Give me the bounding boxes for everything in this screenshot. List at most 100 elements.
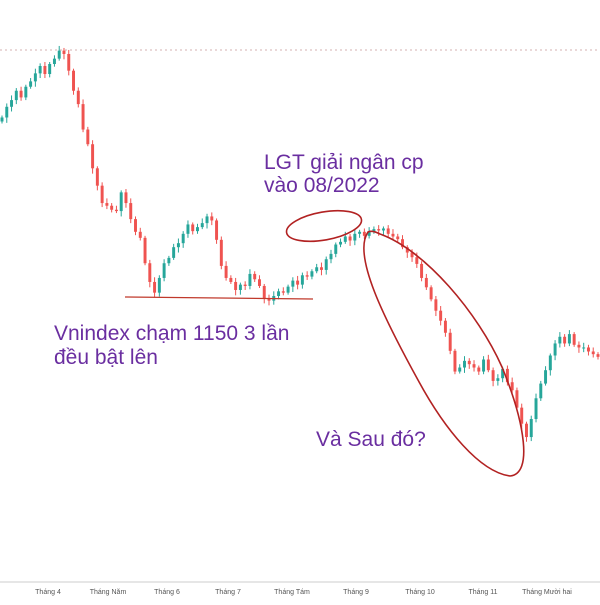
candle-body (305, 275, 309, 277)
candle-body (229, 277, 233, 282)
annotation-lgt-line2: vào 08/2022 (264, 174, 380, 197)
candle-body (586, 347, 590, 352)
candle-body (43, 66, 47, 75)
candle-body (52, 58, 56, 64)
candle-body (253, 273, 257, 280)
candle-body (191, 224, 195, 232)
candle-body (143, 237, 147, 264)
candle-body (62, 50, 66, 54)
candle-body (477, 367, 481, 372)
candle-body (29, 81, 33, 87)
candles-group (0, 45, 600, 442)
candle-body (110, 205, 114, 210)
candle-body (224, 265, 228, 278)
candle-body (329, 253, 333, 260)
candle-body (267, 298, 271, 301)
candle-body (186, 224, 190, 234)
candle-body (386, 228, 390, 234)
candle-body (215, 220, 219, 240)
candle-body (262, 285, 266, 298)
candle-body (453, 350, 457, 372)
candle-body (310, 271, 314, 277)
candle-body (525, 423, 528, 438)
candle-body (296, 280, 300, 285)
candle-body (134, 219, 137, 232)
candle-body (362, 231, 366, 236)
candle-body (434, 299, 438, 311)
candle-body (257, 279, 261, 286)
candle-body (510, 382, 514, 391)
candle-body (148, 263, 152, 282)
candle-body (243, 284, 247, 286)
candle-body (300, 275, 304, 285)
candle-body (463, 360, 466, 368)
candle-body (162, 263, 166, 278)
x-tick-label: Tháng 10 (405, 589, 435, 596)
candle-body (415, 257, 419, 264)
candle-body (95, 168, 99, 186)
candle-body (291, 280, 295, 287)
x-tick-label: Tháng Năm (90, 589, 127, 596)
candle-body (124, 192, 128, 204)
candle-body (472, 364, 476, 368)
candle-body (19, 90, 23, 98)
candle-body (172, 247, 176, 258)
x-tick-label: Tháng 11 (468, 589, 497, 596)
candle-body (0, 117, 4, 122)
candle-body (200, 223, 204, 228)
candle-body (548, 355, 552, 371)
candle-body (319, 267, 323, 270)
support-line-1150 (124, 296, 314, 300)
candle-body (515, 390, 519, 408)
candle-body (591, 351, 595, 355)
candle-body (24, 86, 28, 98)
x-axis-ticks: Tháng 4 Tháng Năm Tháng 6 Tháng 7 Tháng … (35, 589, 572, 596)
candle-body (138, 231, 142, 238)
candle-body (196, 227, 199, 232)
candle-body (443, 320, 447, 333)
candle-body (534, 398, 538, 420)
candle-body (596, 354, 600, 357)
x-tick-label: Tháng Tám (274, 589, 310, 596)
candle-body (410, 252, 414, 258)
candle-body (105, 203, 109, 206)
candle-body (219, 239, 223, 266)
candle-body (491, 370, 495, 381)
candle-body (520, 407, 524, 424)
candle-body (353, 233, 357, 241)
candle-body (377, 229, 381, 231)
x-tick-label: Tháng 7 (215, 589, 241, 596)
candle-body (72, 70, 75, 91)
candle-body (81, 104, 85, 130)
candle-body (176, 243, 180, 248)
candle-body (48, 64, 52, 75)
annotation-vnindex-line2: đều bật lên (54, 346, 158, 369)
candle-body (153, 281, 157, 293)
candle-body (334, 244, 338, 254)
candle-body (324, 259, 328, 270)
candle-body (343, 236, 347, 242)
candle-body (529, 419, 533, 438)
candle-body (157, 277, 161, 293)
candle-body (429, 287, 433, 300)
candle-body (76, 90, 80, 105)
candle-body (114, 209, 118, 212)
annotations-group: LGT giải ngân cp vào 08/2022 Vnindex chạ… (54, 151, 426, 451)
candle-body (372, 229, 376, 232)
candle-body (577, 344, 581, 348)
candle-body (100, 185, 104, 204)
candle-body (10, 100, 14, 107)
candle-body (405, 247, 409, 253)
candle-body (67, 53, 71, 71)
candle-body (129, 203, 133, 220)
candle-body (544, 370, 548, 384)
candle-body (5, 106, 9, 118)
candle-body (381, 228, 385, 231)
candle-body (281, 291, 285, 293)
candle-body (277, 291, 281, 296)
candle-body (558, 336, 562, 344)
candle-body (420, 263, 424, 278)
candle-body (234, 281, 238, 290)
candle-body (167, 257, 171, 264)
candle-body (448, 332, 452, 351)
